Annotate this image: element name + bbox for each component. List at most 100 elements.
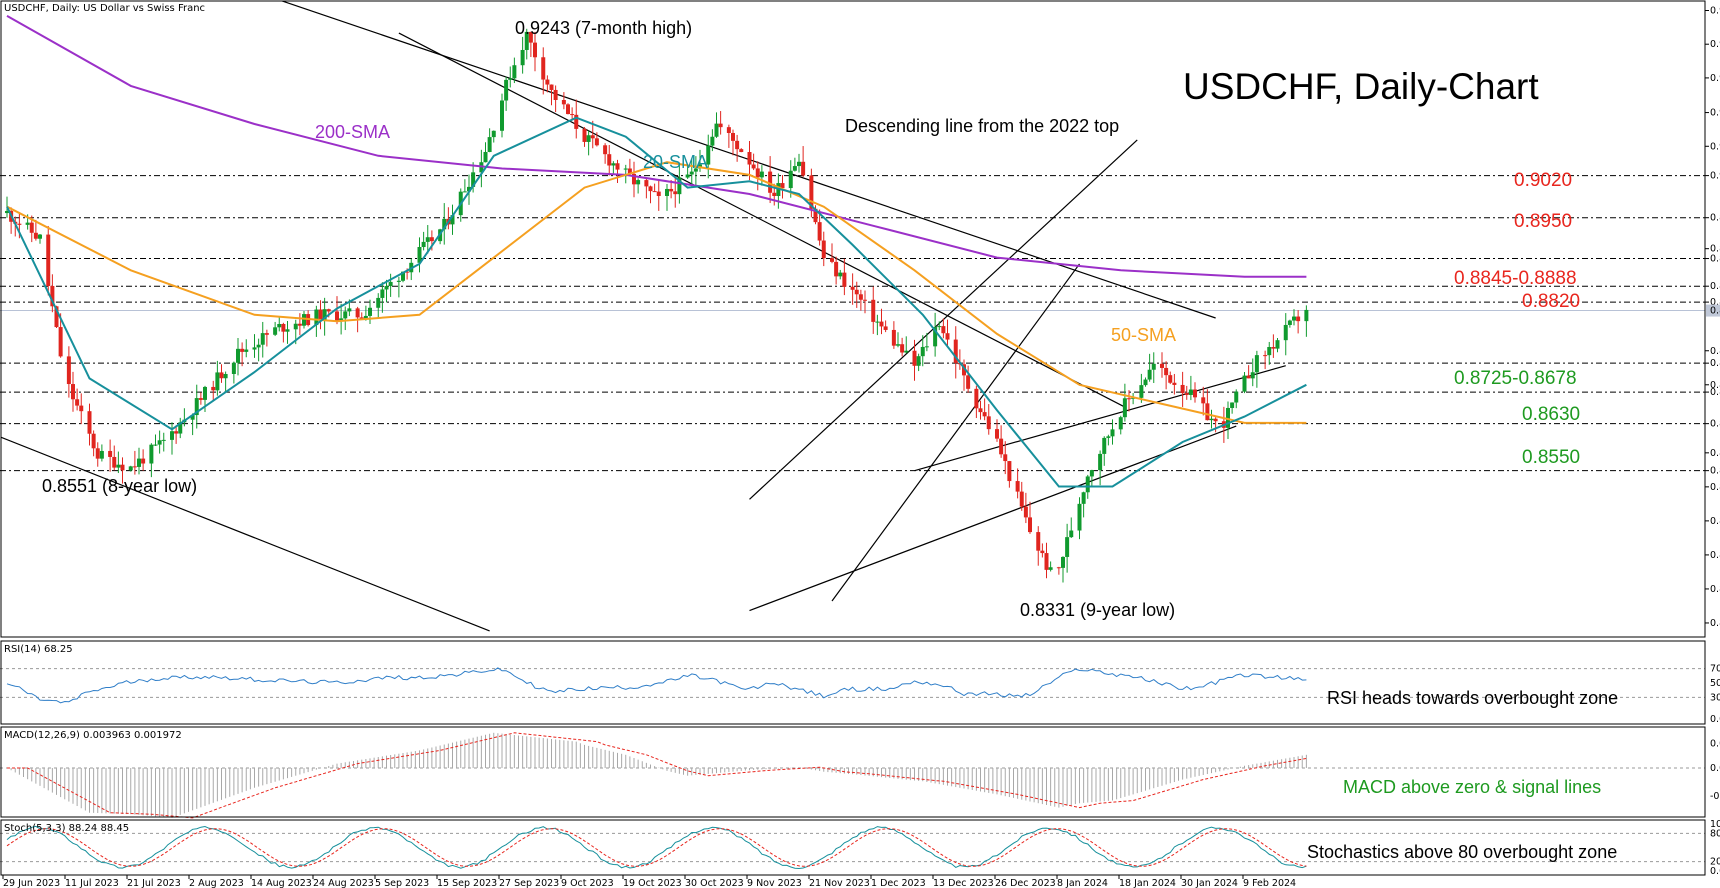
candle [850, 273, 855, 305]
date-tick-label: 21 Nov 2023 [809, 878, 870, 888]
date-tick-label: 13 Dec 2023 [933, 878, 994, 888]
current-price-label: 0.88067 [1710, 306, 1720, 317]
candle [417, 237, 422, 273]
candle [157, 430, 162, 454]
candle [603, 143, 608, 164]
rsi-line [6, 667, 1307, 704]
candle [190, 413, 195, 436]
date-tick-label: 30 Jan 2024 [1181, 878, 1238, 888]
candle [875, 314, 880, 336]
candle [1147, 353, 1152, 382]
candle [838, 269, 843, 280]
date-tick-label: 24 Aug 2023 [313, 878, 374, 888]
candle [1234, 389, 1239, 409]
candle [1069, 517, 1074, 539]
candle [1160, 352, 1164, 378]
candle [982, 398, 987, 421]
candle [726, 124, 731, 148]
candle [277, 316, 282, 332]
macd-header: MACD(12,26,9) 0.003963 0.001972 [4, 730, 182, 741]
candle [883, 320, 888, 333]
candle [1230, 402, 1235, 414]
sma20-label: 20-SMA [643, 152, 708, 172]
candle [285, 320, 290, 344]
support-0.8630: 0.8630 [1522, 404, 1580, 425]
candle [1081, 491, 1086, 518]
candle [256, 338, 261, 362]
date-tick-label: 9 Oct 2023 [561, 878, 614, 888]
candle [388, 273, 393, 297]
candle [677, 164, 682, 204]
trendline [398, 32, 1126, 408]
candle [1168, 371, 1173, 385]
macd-tick-label: -0.012700 [1710, 791, 1720, 802]
date-tick-label: 21 Jul 2023 [127, 878, 181, 888]
resistance-0.8820: 0.8820 [1522, 291, 1580, 312]
candle [153, 434, 158, 447]
candle [710, 129, 715, 152]
price-tick-label: 0.86900 [1710, 380, 1720, 391]
current-price-box [1706, 304, 1720, 317]
candle [504, 76, 509, 111]
candle [1089, 469, 1094, 487]
candle [281, 322, 286, 343]
candle [656, 179, 661, 211]
candle [854, 281, 859, 308]
candle [376, 293, 381, 318]
chart-header: USDCHF, Daily: US Dollar vs Swiss Franc [4, 3, 205, 14]
descending-line-annotation: Descending line from the 2022 top [845, 116, 1119, 136]
resistance-0.8845-0.8888: 0.8845-0.8888 [1454, 268, 1577, 289]
candle [937, 321, 942, 331]
date-tick-label: 26 Dec 2023 [995, 878, 1056, 888]
date-tick-label: 15 Sep 2023 [437, 878, 497, 888]
candle [879, 308, 884, 335]
date-tick-label: 30 Oct 2023 [685, 878, 744, 888]
candle [924, 332, 929, 352]
candle [339, 303, 344, 335]
candle [607, 144, 612, 176]
candle [1172, 373, 1177, 395]
candle [941, 318, 946, 339]
candle [768, 156, 773, 204]
candle [1201, 386, 1206, 416]
candle [33, 219, 38, 241]
candle [1044, 542, 1049, 579]
candle [1102, 436, 1107, 466]
price-tick-label: 0.85295 [1710, 482, 1720, 493]
date-tick-label: 8 Jan 2024 [1057, 878, 1108, 888]
candle [871, 286, 876, 334]
price-tick-label: 0.92255 [1710, 39, 1720, 50]
candle [396, 276, 401, 298]
candle [75, 388, 80, 411]
date-tick-label: 19 Oct 2023 [623, 878, 682, 888]
price-tick-label: 0.90189 [1710, 171, 1720, 182]
candle [821, 231, 826, 267]
sma50-label: 50-SMA [1111, 325, 1176, 345]
candle [1242, 372, 1247, 394]
candle [223, 371, 228, 393]
rsi-header: RSI(14) 68.25 [4, 644, 73, 655]
candle [792, 157, 797, 172]
candle [636, 178, 641, 194]
date-tick-label: 2 Aug 2023 [189, 878, 244, 888]
candle [1283, 313, 1288, 356]
candle [891, 321, 896, 349]
candle [962, 359, 966, 391]
candle [1036, 526, 1041, 566]
candle [116, 451, 121, 474]
candle [685, 164, 690, 179]
candle [561, 92, 566, 110]
candle [797, 153, 801, 173]
candle [215, 360, 220, 396]
candle [1098, 450, 1103, 486]
candle [87, 403, 92, 446]
candle [566, 103, 570, 115]
date-tick-label: 29 Jun 2023 [3, 878, 60, 888]
candle [112, 445, 117, 471]
candle [46, 225, 51, 296]
candle [99, 444, 104, 462]
candle [1077, 497, 1082, 540]
candle [1184, 385, 1189, 400]
low9-annotation: 0.8331 (9-year low) [1020, 600, 1175, 620]
